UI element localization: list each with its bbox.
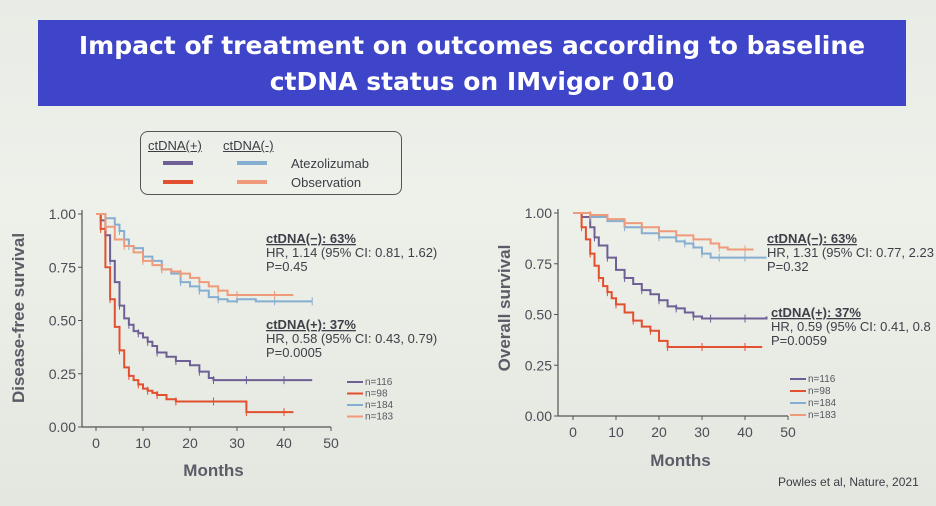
chart-dfs-series-line <box>96 213 294 414</box>
chart-os-annotation-p: P=0.0059 <box>771 333 827 348</box>
chart-os-n-label: n=184 <box>808 398 837 409</box>
chart-dfs-n-label: n=98 <box>365 389 388 400</box>
chart-dfs-y-tick-label: 0.50 <box>49 313 76 329</box>
chart-dfs-y-tick-label: 0.25 <box>49 366 76 382</box>
chart-dfs-x-tick-label: 30 <box>229 435 245 451</box>
chart-dfs-annotation-hr: HR, 0.58 (95% CI: 0.43, 0.79) <box>266 331 437 346</box>
chart-dfs-n-label: n=184 <box>365 400 394 411</box>
chart-os-x-axis-title: Months <box>650 451 710 470</box>
chart-os-x-tick-label: 50 <box>780 424 796 440</box>
chart-os-series-line <box>573 212 763 348</box>
chart-os-series-line <box>573 212 768 320</box>
chart-dfs-x-tick-label: 10 <box>135 435 151 451</box>
chart-os-annotation-hr: HR, 1.31 (95% CI: 0.77, 2.23 <box>767 245 934 260</box>
chart-dfs-x-tick-label: 40 <box>276 435 292 451</box>
chart-os-annotation-hr: HR, 0.59 (95% CI: 0.41, 0.8 <box>771 319 931 334</box>
chart-dfs-x-tick-label: 50 <box>323 435 339 451</box>
chart-dfs-annotation-head: ctDNA(+): 37% <box>266 317 356 332</box>
chart-os-series-line <box>573 212 754 251</box>
chart-os-n-label: n=98 <box>808 386 831 397</box>
chart-os-y-tick-label: 0.75 <box>525 256 552 272</box>
legend-label-atezolizumab: Atezolizumab <box>291 156 370 171</box>
chart-dfs-x-tick-label: 0 <box>92 435 100 451</box>
chart-os-y-tick-label: 0.25 <box>525 357 552 373</box>
chart-dfs-y-tick-label: 0.00 <box>49 419 76 435</box>
chart-dfs-x-axis-title: Months <box>183 461 243 480</box>
legend-label-observation: Observation <box>291 175 362 190</box>
chart-os-x-tick-label: 40 <box>737 424 753 440</box>
chart-dfs-annotation-head: ctDNA(−): 63% <box>266 231 356 246</box>
chart-os-y-axis-title: Overall survival <box>495 245 514 372</box>
legend-swatch-neg-obs <box>237 180 267 184</box>
chart-dfs-y-axis-title: Disease-free survival <box>9 233 28 403</box>
chart-os-annotation-head: ctDNA(+): 37% <box>771 305 861 320</box>
chart-dfs-y-tick-label: 0.75 <box>49 259 76 275</box>
chart-os-n-label: n=183 <box>808 410 837 421</box>
legend-swatch-neg-atezo <box>237 161 267 165</box>
chart-dfs-annotation-hr: HR, 1.14 (95% CI: 0.81, 1.62) <box>266 245 437 260</box>
chart-dfs-n-label: n=116 <box>365 377 393 388</box>
chart-os-x-tick-label: 30 <box>694 424 710 440</box>
chart-os-x-tick-label: 10 <box>608 424 624 440</box>
chart-os-n-label: n=116 <box>808 374 836 385</box>
legend-header-ctdna-neg: ctDNA(-) <box>223 138 274 153</box>
chart-os-x-tick-label: 0 <box>569 424 577 440</box>
chart-dfs-y-tick-label: 1.00 <box>49 206 76 222</box>
chart-dfs-series-line <box>96 213 294 296</box>
legend-swatch-pos-atezo <box>163 161 193 165</box>
legend-header-ctdna-pos: ctDNA(+) <box>148 138 202 153</box>
legend-swatch-pos-obs <box>163 180 193 184</box>
chart-dfs-x-tick-label: 20 <box>182 435 198 451</box>
citation: Powles et al, Nature, 2021 <box>778 475 919 489</box>
chart-dfs-annotation-p: P=0.0005 <box>266 345 322 360</box>
chart-legend: ctDNA(+) ctDNA(-) Atezolizumab Observati… <box>140 131 402 195</box>
chart-os-annotation-p: P=0.32 <box>767 259 809 274</box>
chart-dfs-n-label: n=183 <box>365 412 394 423</box>
chart-os-annotation-head: ctDNA(−): 63% <box>767 231 857 246</box>
chart-os-y-tick-label: 0.00 <box>525 408 552 424</box>
chart-os-y-tick-label: 1.00 <box>525 205 552 221</box>
chart-os-series-line <box>573 212 767 259</box>
chart-dfs-annotation-p: P=0.45 <box>266 259 308 274</box>
slide-title: Impact of treatment on outcomes accordin… <box>38 20 906 106</box>
chart-os-y-tick-label: 0.50 <box>525 307 552 323</box>
chart-os-x-tick-label: 20 <box>651 424 667 440</box>
